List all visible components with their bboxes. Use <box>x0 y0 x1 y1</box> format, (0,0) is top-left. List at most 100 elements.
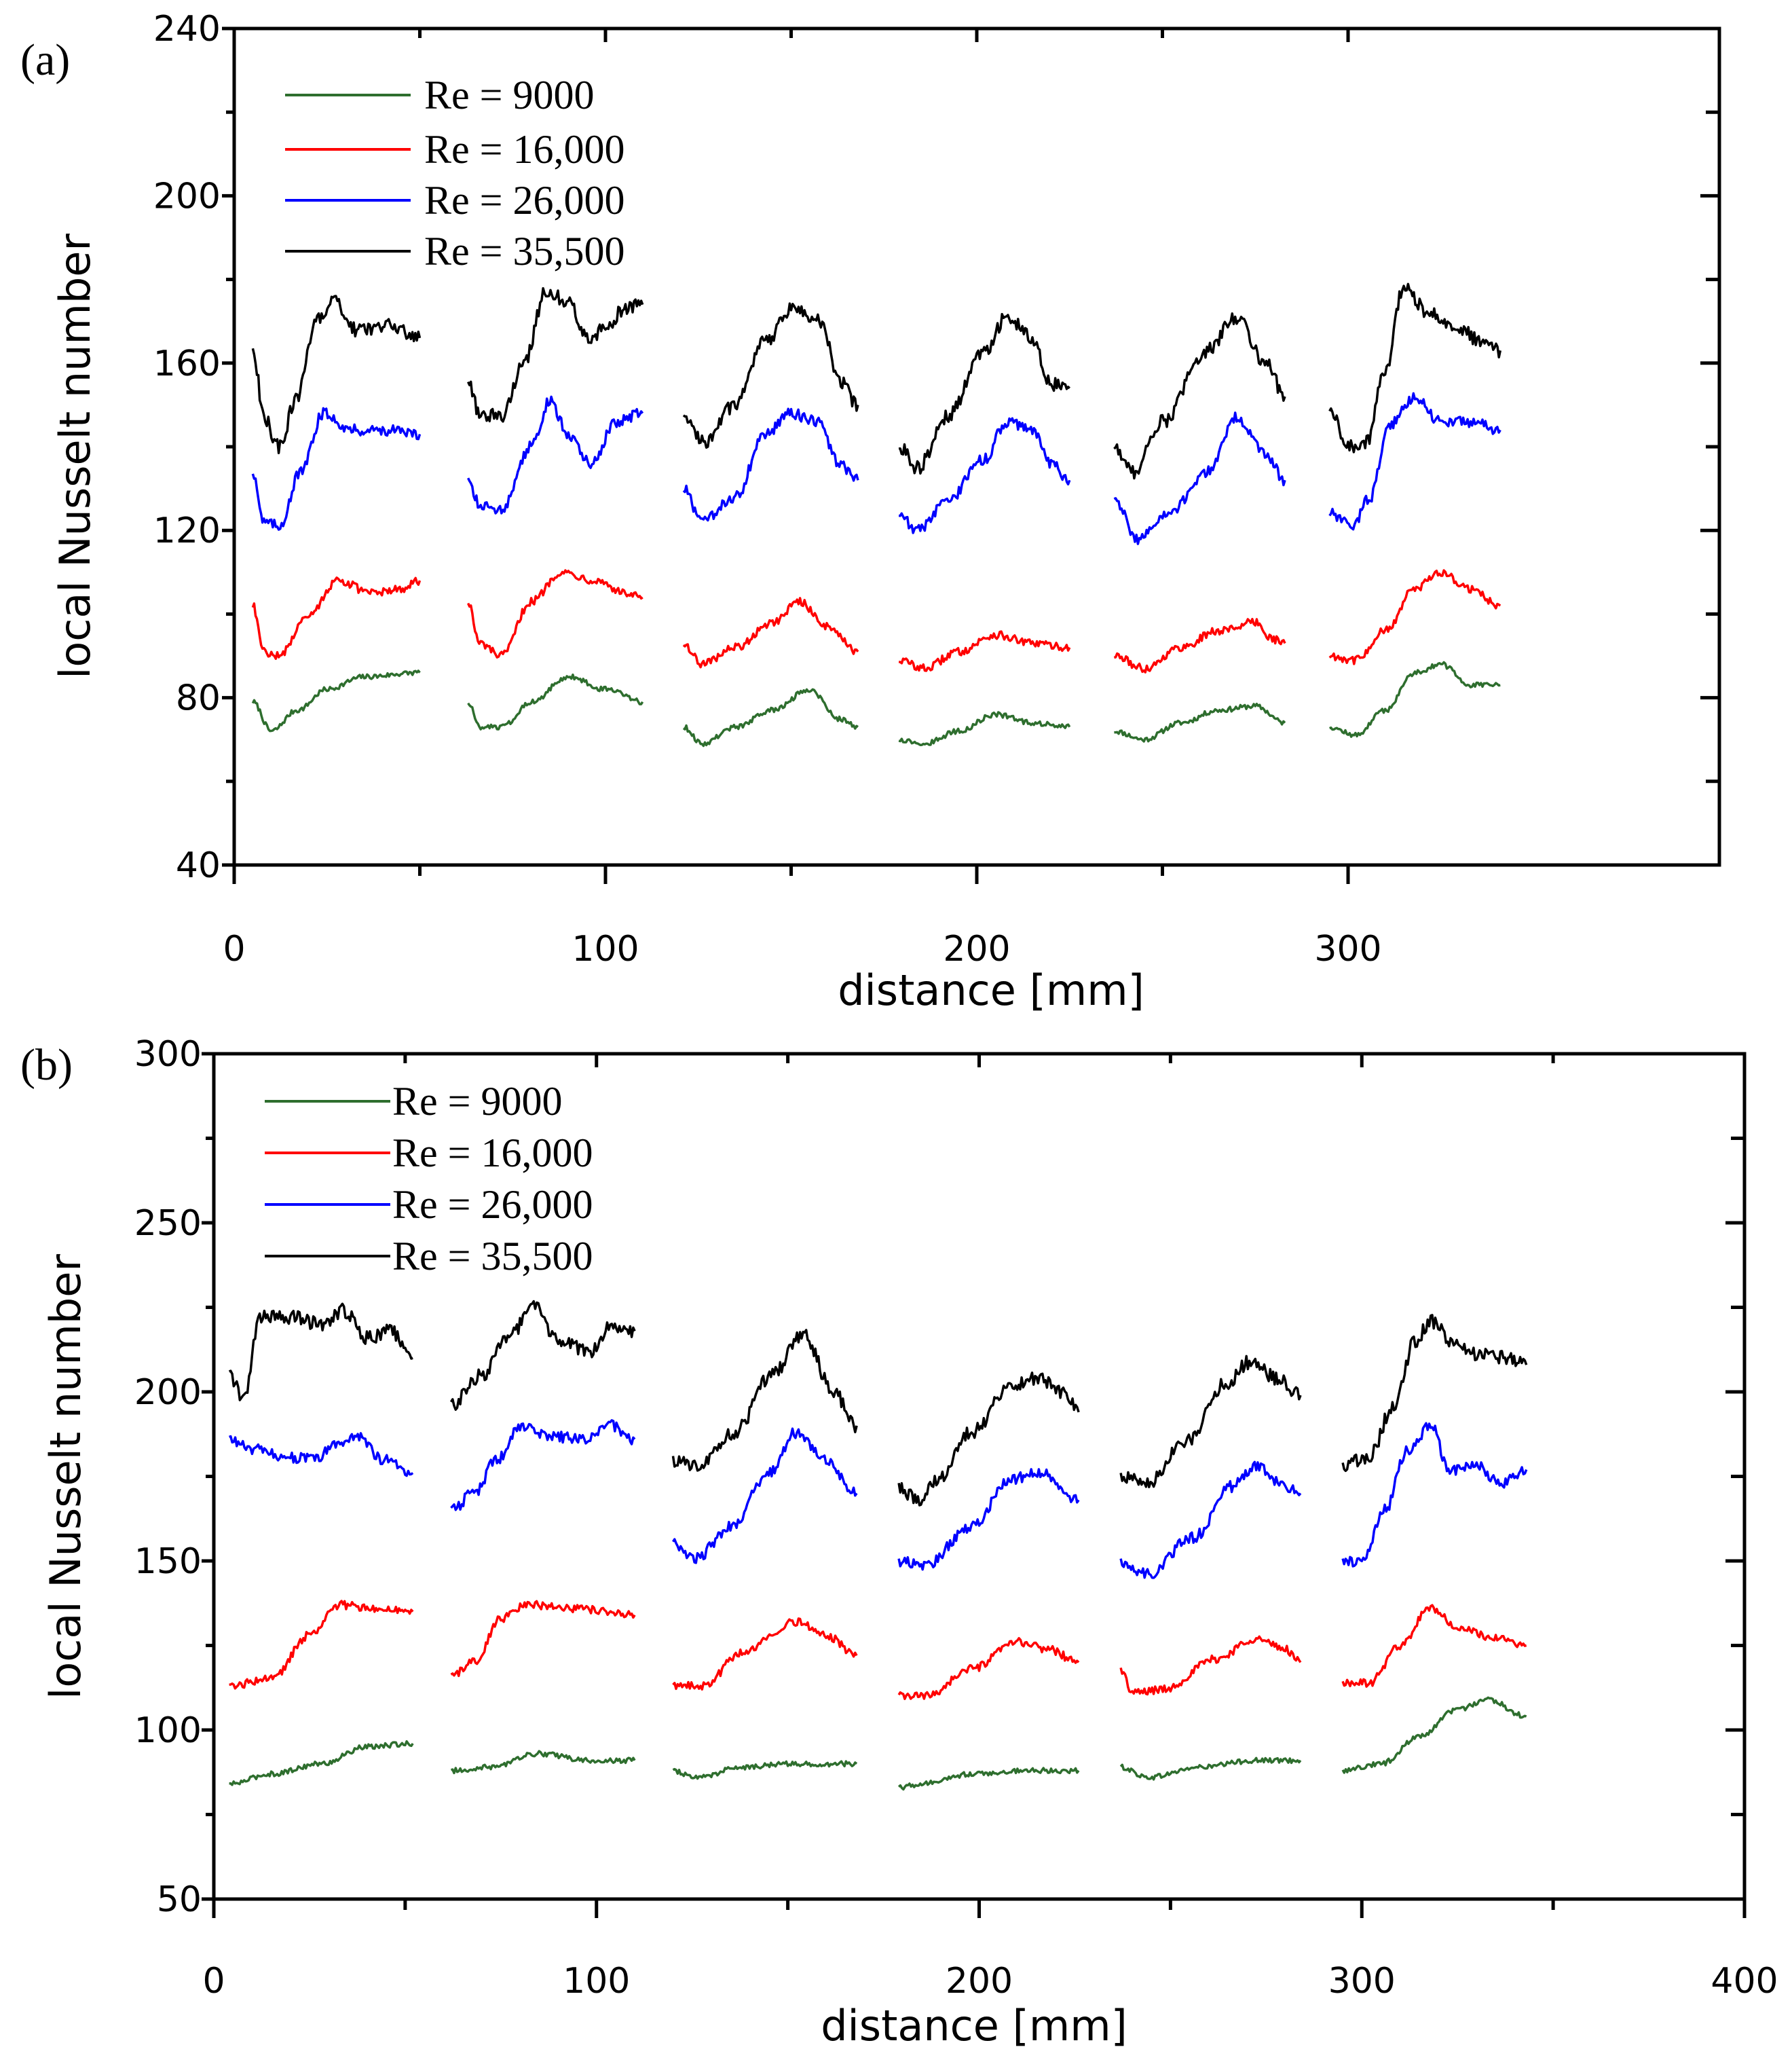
series-segment <box>682 597 859 669</box>
series-segment <box>1341 1696 1527 1774</box>
panel-a-x-axis-title: distance [mm] <box>838 965 1144 1015</box>
panel-b-x-ticks: 0 100 200 300 400 <box>202 1054 1778 2002</box>
series-segment <box>898 417 1071 534</box>
series-segment <box>1113 618 1286 674</box>
series-9000 <box>251 661 1501 748</box>
panel-a-legend-label-re-16000: Re = 16,000 <box>424 127 625 172</box>
series-segment <box>467 674 644 731</box>
series-segment <box>898 711 1071 747</box>
panel-b: (b) 0 100 200 300 400 50 100 150 200 250 300 dist… <box>20 1034 1778 2050</box>
x-tick-label: 0 <box>223 929 245 970</box>
panel-b-legend-label-re-35500: Re = 35,500 <box>392 1234 593 1278</box>
series-segment <box>450 1600 636 1678</box>
x-tick-label: 400 <box>1711 1961 1778 2002</box>
y-tick-label: 250 <box>134 1203 202 1244</box>
series-segment <box>251 295 422 455</box>
series-16000 <box>229 1600 1527 1700</box>
series-26000 <box>251 392 1501 545</box>
x-tick-label: 100 <box>572 929 639 970</box>
series-segment <box>1119 1355 1302 1488</box>
panel-a-y-axis-title: local Nusselt number <box>50 234 100 679</box>
series-segment <box>897 1371 1080 1507</box>
y-tick-label: 150 <box>134 1541 202 1582</box>
x-tick-label: 100 <box>563 1961 630 2002</box>
series-segment <box>1113 411 1286 545</box>
series-segment <box>897 1637 1080 1700</box>
series-segment <box>1341 1604 1527 1688</box>
series-segment <box>898 312 1070 475</box>
series-segment <box>1341 1422 1528 1568</box>
series-segment <box>450 1419 636 1511</box>
series-segment <box>467 395 644 515</box>
panel-a-plot-area <box>251 282 1502 748</box>
y-tick-label: 120 <box>153 511 221 551</box>
panel-b-legend-label-re-26000: Re = 26,000 <box>392 1182 593 1227</box>
y-tick-label: 100 <box>134 1710 202 1751</box>
series-segment <box>251 669 421 733</box>
series-segment <box>672 1760 858 1780</box>
panel-a-legend-label-re-26000: Re = 26,000 <box>424 178 625 223</box>
panel-a-label: (a) <box>20 35 70 85</box>
panel-b-y-axis-title: local Nusselt number <box>41 1254 90 1699</box>
series-segment <box>451 1750 636 1775</box>
panel-a-legend-label-re-9000: Re = 9000 <box>424 73 595 117</box>
y-tick-label: 200 <box>134 1372 202 1413</box>
series-segment <box>682 688 859 748</box>
y-tick-label: 300 <box>134 1034 202 1075</box>
series-segment <box>897 1468 1080 1571</box>
panel-a-legend-label-re-35500: Re = 35,500 <box>424 229 625 274</box>
series-segment <box>229 1740 414 1786</box>
panel-b-y-ticks: 50 100 150 200 250 300 <box>134 1034 1744 1920</box>
series-segment <box>1114 702 1286 743</box>
series-segment <box>1119 1756 1302 1781</box>
series-16000 <box>251 569 1501 674</box>
series-segment <box>672 1617 858 1691</box>
series-segment <box>229 1600 414 1690</box>
series-segment <box>466 287 644 423</box>
panel-b-plot-area <box>228 1300 1528 1791</box>
y-tick-label: 160 <box>153 344 221 384</box>
y-tick-label: 40 <box>176 845 221 886</box>
series-segment <box>897 1767 1080 1791</box>
series-segment <box>1328 569 1501 665</box>
series-segment <box>1328 392 1501 531</box>
x-tick-label: 200 <box>946 1961 1013 2002</box>
panel-a-y-ticks: 40 80 120 160 200 240 <box>153 9 1719 886</box>
series-35500 <box>251 282 1502 480</box>
panel-b-legend: Re = 9000 Re = 16,000 Re = 26,000 Re = 3… <box>265 1079 593 1278</box>
panel-b-x-axis-title: distance [mm] <box>821 2001 1127 2050</box>
series-9000 <box>229 1696 1527 1791</box>
series-segment <box>682 407 859 522</box>
series-segment <box>229 1432 414 1477</box>
series-segment <box>251 576 422 660</box>
y-tick-label: 80 <box>176 678 221 719</box>
x-tick-label: 300 <box>1328 1961 1396 2002</box>
series-segment <box>1341 1314 1528 1473</box>
panel-a-legend: Re = 9000 Re = 16,000 Re = 26,000 Re = 3… <box>285 73 625 274</box>
x-tick-label: 200 <box>943 929 1010 970</box>
panel-b-label: (b) <box>20 1040 73 1090</box>
series-35500 <box>228 1300 1528 1507</box>
y-tick-label: 240 <box>153 9 221 50</box>
x-tick-label: 300 <box>1314 929 1381 970</box>
series-segment <box>1328 282 1502 454</box>
panel-a: (a) 0 100 200 300 40 80 120 160 200 240 distance… <box>20 9 1721 1015</box>
panel-b-legend-label-re-16000: Re = 16,000 <box>392 1130 593 1175</box>
series-segment <box>682 302 859 449</box>
series-segment <box>898 630 1071 672</box>
y-tick-label: 200 <box>153 176 221 217</box>
series-segment <box>228 1302 413 1401</box>
x-tick-label: 0 <box>202 1961 225 2002</box>
series-segment <box>1113 312 1286 480</box>
panel-a-x-ticks: 0 100 200 300 <box>223 29 1382 970</box>
series-segment <box>1329 661 1501 738</box>
series-segment <box>671 1329 858 1472</box>
series-segment <box>672 1427 858 1564</box>
y-tick-label: 50 <box>157 1879 202 1920</box>
series-segment <box>1119 1460 1302 1579</box>
series-segment <box>449 1300 636 1411</box>
panel-b-legend-label-re-9000: Re = 9000 <box>392 1079 563 1124</box>
series-segment <box>466 569 643 659</box>
series-segment <box>1119 1635 1302 1696</box>
